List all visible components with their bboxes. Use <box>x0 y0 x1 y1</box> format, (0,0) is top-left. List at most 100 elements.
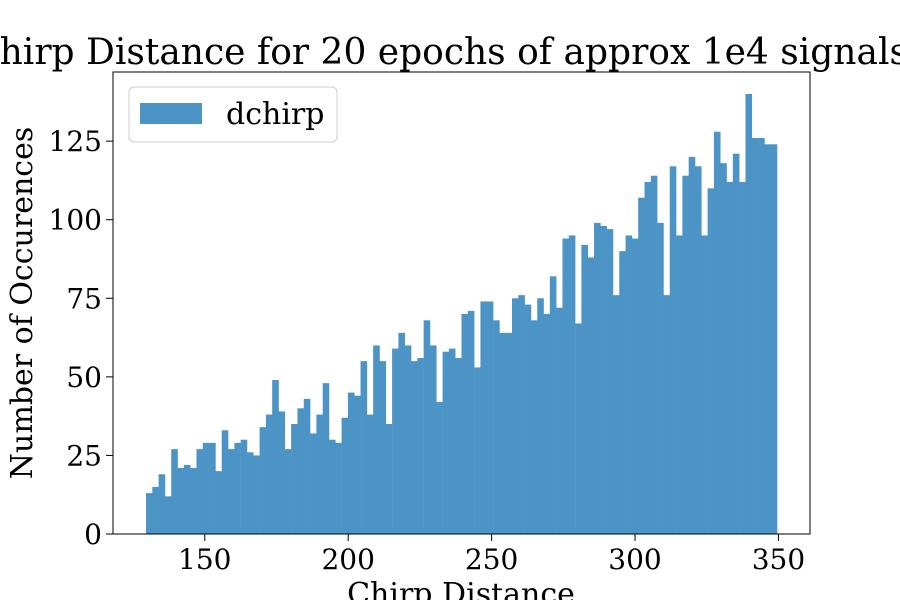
y-tick-label: 100 <box>49 204 102 237</box>
histogram-bar <box>467 310 475 534</box>
histogram-bar <box>373 345 380 534</box>
histogram-bar <box>297 408 305 534</box>
histogram-bar <box>619 251 626 534</box>
histogram-bar <box>417 358 424 534</box>
histogram-bar <box>291 424 298 534</box>
histogram-bar <box>486 301 494 534</box>
histogram-bar <box>259 427 267 534</box>
histogram-bar <box>524 304 532 534</box>
histogram-bar <box>764 144 771 535</box>
legend-label: dchirp <box>226 97 324 132</box>
histogram-bar <box>644 182 652 534</box>
x-tick-label: 150 <box>178 543 231 576</box>
histogram-bar <box>474 367 481 534</box>
histogram-bar <box>303 398 311 534</box>
histogram-bar <box>726 182 734 534</box>
histogram-bar <box>745 94 753 534</box>
histogram-bar <box>221 430 229 534</box>
histogram-bar <box>398 332 406 534</box>
histogram-bar <box>240 439 248 534</box>
plot-area <box>145 94 778 535</box>
histogram-bar <box>505 332 513 534</box>
histogram-bar <box>537 298 544 534</box>
histogram-bar <box>587 257 595 534</box>
histogram-bar <box>638 197 645 534</box>
histogram-bar <box>436 402 443 534</box>
histogram-bar <box>411 361 418 534</box>
histogram-bar <box>669 166 677 535</box>
histogram-bar <box>518 295 525 534</box>
histogram-bar <box>145 493 153 534</box>
histogram-bar <box>190 468 197 534</box>
histogram-bar <box>360 361 368 534</box>
histogram-bar <box>594 222 601 535</box>
y-axis-ticks: 0 25 50 75 100 125 <box>49 125 113 551</box>
histogram-bar <box>556 307 563 534</box>
histogram-bar <box>152 486 159 534</box>
histogram-bar <box>739 182 746 534</box>
histogram-bar <box>751 138 759 534</box>
histogram-bar <box>530 320 538 534</box>
histogram-bar <box>657 222 664 535</box>
histogram-bar <box>543 314 551 534</box>
histogram-bar <box>272 380 279 534</box>
histogram-bar <box>215 471 223 534</box>
histogram-bar <box>461 314 469 534</box>
histogram-bar <box>682 175 689 534</box>
histogram-bar <box>209 442 216 534</box>
legend-box <box>128 86 338 143</box>
legend-swatch <box>140 103 202 124</box>
legend: dchirp <box>128 86 338 143</box>
histogram-bar <box>316 414 323 534</box>
histogram-bar <box>758 138 765 534</box>
y-tick-label: 25 <box>66 439 102 472</box>
histogram-bar <box>392 348 399 534</box>
x-axis-label: Chirp Distance <box>347 577 575 600</box>
histogram-bar <box>631 238 639 534</box>
histogram-bar <box>562 238 570 534</box>
x-tick-label: 250 <box>465 543 518 576</box>
y-axis-label: Number of Occurences <box>5 127 40 479</box>
histogram-bar <box>581 244 589 535</box>
histogram-bar <box>183 464 191 534</box>
histogram-bar <box>265 414 273 534</box>
histogram-bar <box>347 392 355 534</box>
histogram-bar <box>341 417 349 534</box>
histogram-bar <box>177 468 185 534</box>
plot-frame <box>112 71 811 535</box>
histogram-bar <box>606 229 614 534</box>
y-tick-label: 125 <box>49 125 102 158</box>
histogram-bar <box>663 295 671 534</box>
histogram-bar <box>158 474 166 534</box>
histogram-bar <box>442 351 450 534</box>
histogram-bar <box>701 235 708 534</box>
histogram-bar <box>688 156 696 535</box>
histogram-bar <box>612 295 620 534</box>
histogram-bar <box>707 188 715 535</box>
x-tick-label: 200 <box>321 543 374 576</box>
histogram-bar <box>600 226 607 534</box>
histogram-bar <box>228 449 235 534</box>
histogram-bar <box>770 144 778 535</box>
y-tick-label: 50 <box>66 361 102 394</box>
histogram-bar <box>549 276 557 534</box>
histogram-bar <box>650 175 658 534</box>
histogram-bar <box>164 496 172 534</box>
histogram-bar <box>310 433 317 534</box>
histogram-bar <box>322 383 330 534</box>
histogram-bar <box>493 320 500 534</box>
x-tick-label: 300 <box>608 543 661 576</box>
histogram-bar <box>568 235 576 534</box>
histogram-bar <box>234 442 241 534</box>
histogram-bar <box>246 452 254 534</box>
y-tick-label: 75 <box>66 282 102 315</box>
histogram-bar <box>694 166 702 535</box>
histogram-bar <box>429 345 437 534</box>
histogram-bar <box>196 449 204 534</box>
histogram-bar <box>171 449 178 534</box>
histogram-bar <box>448 348 456 534</box>
x-tick-label: 350 <box>752 543 805 576</box>
histogram-bar <box>575 323 582 534</box>
histogram-bar <box>720 163 727 534</box>
histogram-bar <box>455 358 462 534</box>
